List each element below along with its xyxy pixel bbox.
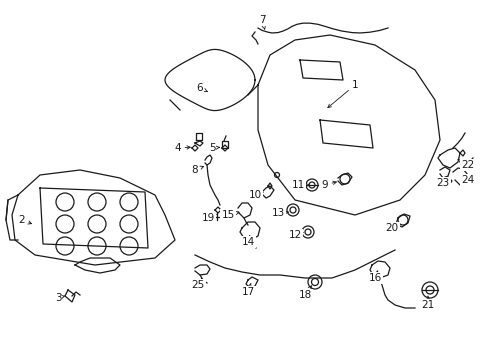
Text: 18: 18 xyxy=(298,286,311,300)
Text: 7: 7 xyxy=(258,15,265,29)
Text: 20: 20 xyxy=(385,222,399,233)
Text: 24: 24 xyxy=(459,175,474,185)
Text: 16: 16 xyxy=(367,271,381,283)
Text: 3: 3 xyxy=(55,293,65,303)
Text: 8: 8 xyxy=(191,165,203,175)
Text: 22: 22 xyxy=(457,159,474,170)
Text: 19: 19 xyxy=(201,213,216,223)
Text: 21: 21 xyxy=(421,296,434,310)
Text: 14: 14 xyxy=(241,236,254,247)
Text: 12: 12 xyxy=(288,230,303,240)
Text: 11: 11 xyxy=(291,180,308,190)
Text: 2: 2 xyxy=(19,215,31,225)
Text: 17: 17 xyxy=(241,283,254,297)
Text: 5: 5 xyxy=(208,143,219,153)
Text: 23: 23 xyxy=(435,178,448,188)
Text: 1: 1 xyxy=(327,80,358,108)
Text: 4: 4 xyxy=(174,143,190,153)
Text: 9: 9 xyxy=(321,180,336,190)
Text: 13: 13 xyxy=(271,208,288,218)
Text: 6: 6 xyxy=(196,83,207,93)
Text: 25: 25 xyxy=(191,279,204,290)
Text: 15: 15 xyxy=(221,210,239,220)
Text: 10: 10 xyxy=(248,190,263,200)
